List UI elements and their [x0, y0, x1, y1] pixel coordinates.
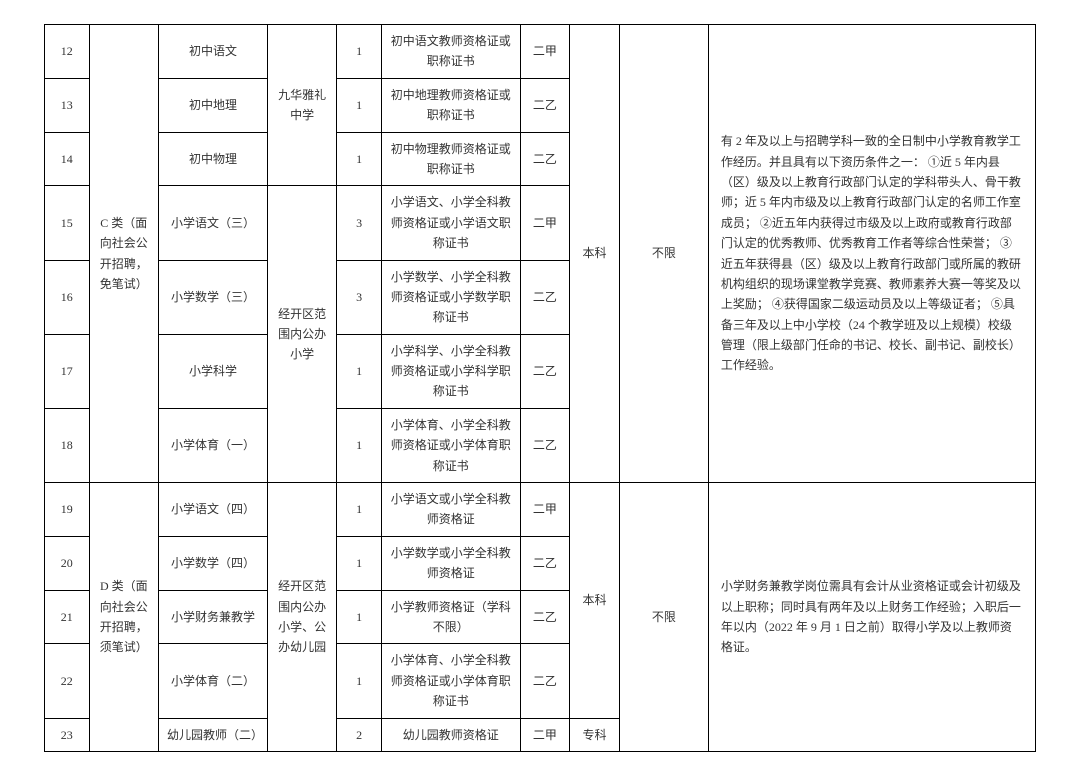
school-cell: 经开区范围内公办小学	[267, 186, 336, 483]
seq-cell: 21	[45, 590, 90, 644]
count-cell: 1	[337, 483, 382, 537]
count-cell: 1	[337, 334, 382, 408]
cert-cell: 小学体育、小学全科教师资格证或小学体育职称证书	[381, 644, 520, 718]
count-cell: 1	[337, 408, 382, 482]
level-cell: 二甲	[520, 186, 570, 260]
cert-cell: 初中物理教师资格证或职称证书	[381, 132, 520, 186]
level-cell: 二甲	[520, 25, 570, 79]
edu-cell: 本科	[570, 25, 620, 483]
level-cell: 二甲	[520, 483, 570, 537]
seq-cell: 12	[45, 25, 90, 79]
level-cell: 二乙	[520, 644, 570, 718]
count-cell: 1	[337, 25, 382, 79]
count-cell: 3	[337, 260, 382, 334]
cert-cell: 小学语文或小学全科教师资格证	[381, 483, 520, 537]
cert-cell: 幼儿园教师资格证	[381, 718, 520, 751]
count-cell: 1	[337, 132, 382, 186]
seq-cell: 23	[45, 718, 90, 751]
subject-cell: 小学财务兼教学	[158, 590, 267, 644]
seq-cell: 16	[45, 260, 90, 334]
subject-cell: 幼儿园教师（二）	[158, 718, 267, 751]
seq-cell: 17	[45, 334, 90, 408]
edu-cell: 专科	[570, 718, 620, 751]
cert-cell: 小学科学、小学全科教师资格证或小学科学职称证书	[381, 334, 520, 408]
cert-cell: 初中语文教师资格证或职称证书	[381, 25, 520, 79]
major-cell: 不限	[619, 25, 708, 483]
seq-cell: 13	[45, 78, 90, 132]
level-cell: 二乙	[520, 590, 570, 644]
seq-cell: 20	[45, 536, 90, 590]
cert-cell: 小学数学、小学全科教师资格证或小学数学职称证书	[381, 260, 520, 334]
edu-cell: 本科	[570, 483, 620, 719]
cert-cell: 小学数学或小学全科教师资格证	[381, 536, 520, 590]
requirement-cell: 小学财务兼教学岗位需具有会计从业资格证或会计初级及以上职称；同时具有两年及以上财…	[708, 483, 1035, 752]
subject-cell: 小学科学	[158, 334, 267, 408]
count-cell: 1	[337, 644, 382, 718]
cert-cell: 初中地理教师资格证或职称证书	[381, 78, 520, 132]
count-cell: 1	[337, 78, 382, 132]
level-cell: 二乙	[520, 260, 570, 334]
school-cell: 九华雅礼中学	[267, 25, 336, 186]
level-cell: 二乙	[520, 408, 570, 482]
subject-cell: 初中地理	[158, 78, 267, 132]
count-cell: 2	[337, 718, 382, 751]
cert-cell: 小学教师资格证（学科不限）	[381, 590, 520, 644]
subject-cell: 小学体育（一）	[158, 408, 267, 482]
recruitment-table: 12 C 类（面向社会公开招聘，免笔试） 初中语文 九华雅礼中学 1 初中语文教…	[44, 24, 1036, 752]
level-cell: 二甲	[520, 718, 570, 751]
seq-cell: 14	[45, 132, 90, 186]
seq-cell: 15	[45, 186, 90, 260]
table-row: 12 C 类（面向社会公开招聘，免笔试） 初中语文 九华雅礼中学 1 初中语文教…	[45, 25, 1036, 79]
subject-cell: 初中物理	[158, 132, 267, 186]
category-cell: C 类（面向社会公开招聘，免笔试）	[89, 25, 158, 483]
subject-cell: 小学体育（二）	[158, 644, 267, 718]
major-cell: 不限	[619, 483, 708, 752]
seq-cell: 19	[45, 483, 90, 537]
requirement-cell: 有 2 年及以上与招聘学科一致的全日制中小学教育教学工作经历。并且具有以下资历条…	[708, 25, 1035, 483]
subject-cell: 小学数学（四）	[158, 536, 267, 590]
count-cell: 1	[337, 590, 382, 644]
level-cell: 二乙	[520, 132, 570, 186]
cert-cell: 小学语文、小学全科教师资格证或小学语文职称证书	[381, 186, 520, 260]
table-row: 19 D 类（面向社会公开招聘，须笔试） 小学语文（四） 经开区范围内公办小学、…	[45, 483, 1036, 537]
cert-cell: 小学体育、小学全科教师资格证或小学体育职称证书	[381, 408, 520, 482]
level-cell: 二乙	[520, 78, 570, 132]
subject-cell: 小学语文（三）	[158, 186, 267, 260]
school-cell: 经开区范围内公办小学、公办幼儿园	[267, 483, 336, 752]
category-cell: D 类（面向社会公开招聘，须笔试）	[89, 483, 158, 752]
count-cell: 3	[337, 186, 382, 260]
count-cell: 1	[337, 536, 382, 590]
seq-cell: 18	[45, 408, 90, 482]
subject-cell: 小学语文（四）	[158, 483, 267, 537]
seq-cell: 22	[45, 644, 90, 718]
subject-cell: 初中语文	[158, 25, 267, 79]
level-cell: 二乙	[520, 334, 570, 408]
subject-cell: 小学数学（三）	[158, 260, 267, 334]
level-cell: 二乙	[520, 536, 570, 590]
